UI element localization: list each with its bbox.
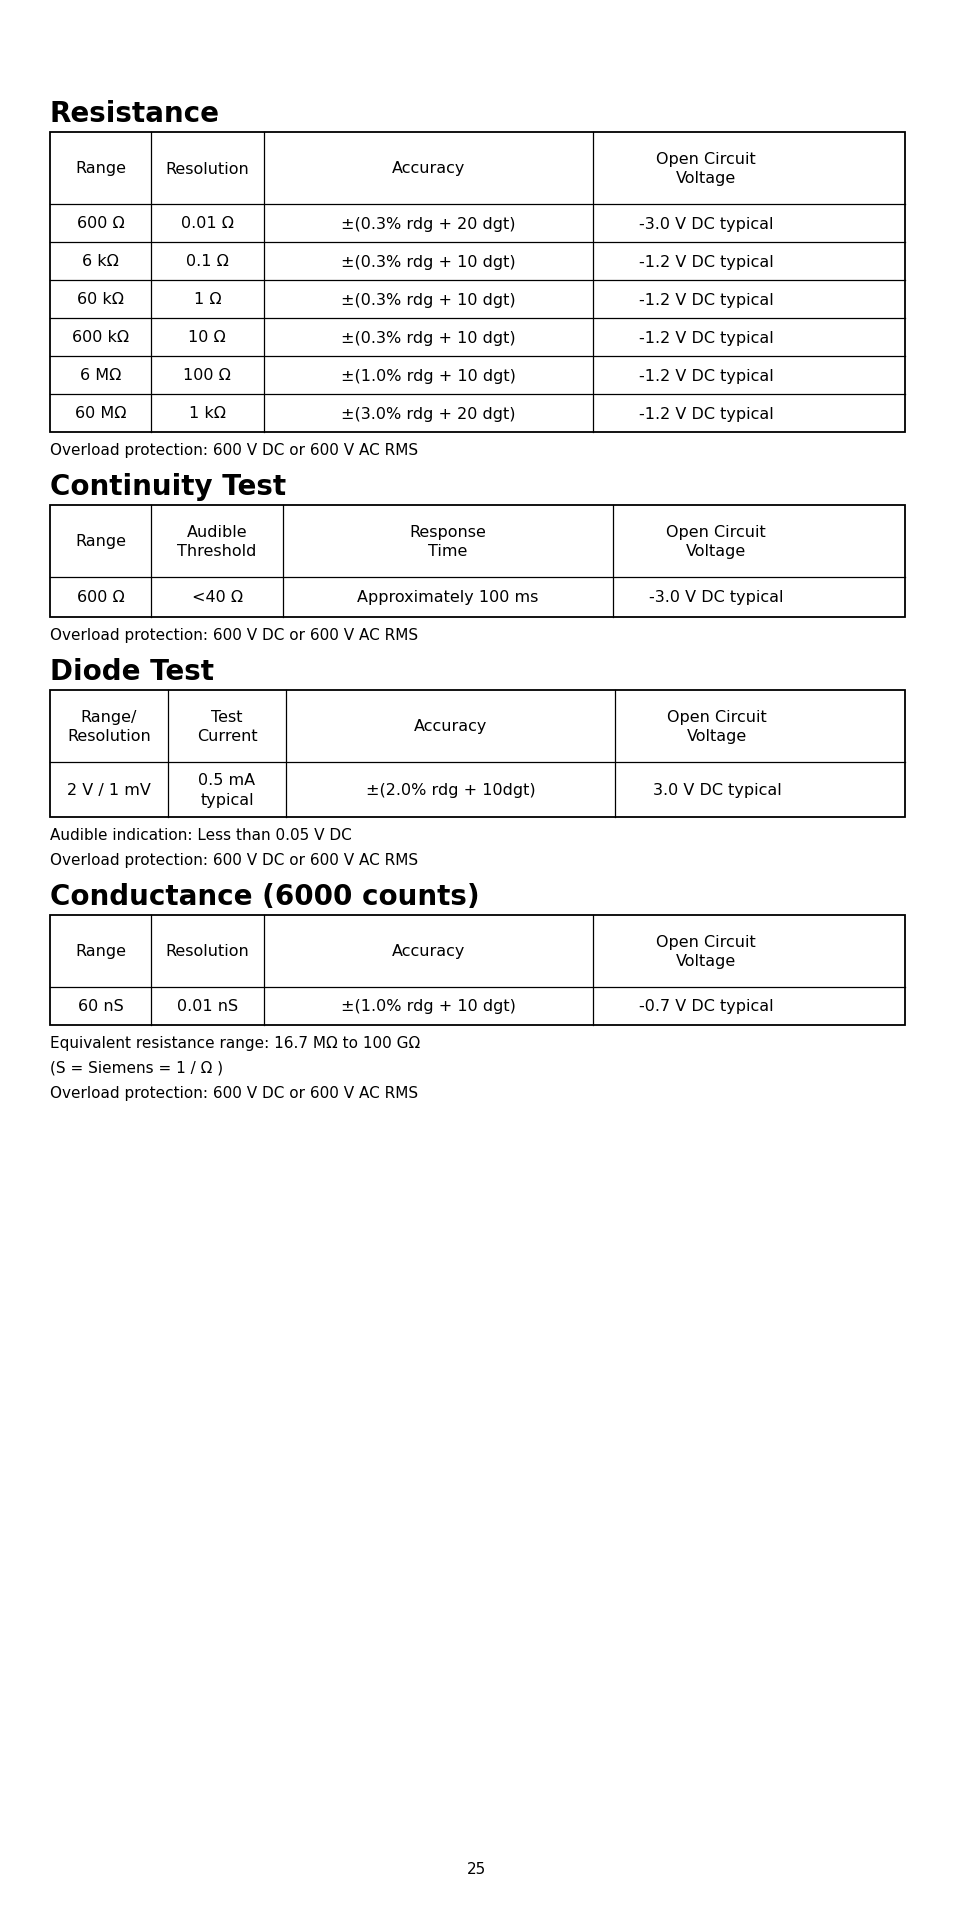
Text: (S = Siemens = 1 / Ω ): (S = Siemens = 1 / Ω ) [50, 1060, 223, 1076]
Text: 100 Ω: 100 Ω [183, 368, 231, 383]
Text: 60 MΩ: 60 MΩ [74, 406, 126, 421]
Text: 600 Ω: 600 Ω [76, 589, 124, 605]
Bar [50, 690, 904, 818]
Text: Range: Range [75, 944, 126, 959]
Text: 25: 25 [467, 1861, 486, 1876]
Text: Open Circuit
Voltage: Open Circuit Voltage [665, 524, 765, 559]
Text: -1.2 V DC typical: -1.2 V DC typical [639, 406, 773, 421]
Text: ±(0.3% rdg + 10 dgt): ±(0.3% rdg + 10 dgt) [340, 292, 516, 307]
Text: ±(1.0% rdg + 10 dgt): ±(1.0% rdg + 10 dgt) [340, 368, 516, 383]
Bar [50, 133, 904, 433]
Text: 0.01 nS: 0.01 nS [176, 999, 237, 1015]
Text: -1.2 V DC typical: -1.2 V DC typical [639, 368, 773, 383]
Text: Equivalent resistance range: 16.7 MΩ to 100 GΩ: Equivalent resistance range: 16.7 MΩ to … [50, 1036, 420, 1051]
Text: 0.1 Ω: 0.1 Ω [186, 254, 229, 269]
Text: Resolution: Resolution [165, 162, 249, 177]
Text: Audible
Threshold: Audible Threshold [177, 524, 256, 559]
Bar [50, 915, 904, 1026]
Text: Open Circuit
Voltage: Open Circuit Voltage [656, 934, 756, 969]
Text: 3.0 V DC typical: 3.0 V DC typical [652, 782, 781, 797]
Text: -3.0 V DC typical: -3.0 V DC typical [639, 215, 773, 231]
Text: 60 nS: 60 nS [77, 999, 123, 1015]
Text: ±(1.0% rdg + 10 dgt): ±(1.0% rdg + 10 dgt) [340, 999, 516, 1015]
Text: Range/
Resolution: Range/ Resolution [67, 709, 151, 744]
Text: 6 kΩ: 6 kΩ [82, 254, 119, 269]
Text: Continuity Test: Continuity Test [50, 473, 286, 502]
Text: 600 kΩ: 600 kΩ [71, 330, 129, 345]
Text: ±(0.3% rdg + 10 dgt): ±(0.3% rdg + 10 dgt) [340, 330, 516, 345]
Text: <40 Ω: <40 Ω [192, 589, 242, 605]
Text: Audible indication: Less than 0.05 V DC: Audible indication: Less than 0.05 V DC [50, 828, 352, 843]
Text: Range: Range [75, 534, 126, 549]
Text: 10 Ω: 10 Ω [189, 330, 226, 345]
Text: Open Circuit
Voltage: Open Circuit Voltage [667, 709, 766, 744]
Text: ±(0.3% rdg + 20 dgt): ±(0.3% rdg + 20 dgt) [341, 215, 515, 231]
Text: Range: Range [75, 162, 126, 177]
Text: 2 V / 1 mV: 2 V / 1 mV [67, 782, 151, 797]
Text: Accuracy: Accuracy [392, 162, 464, 177]
Text: Overload protection: 600 V DC or 600 V AC RMS: Overload protection: 600 V DC or 600 V A… [50, 852, 417, 868]
Text: -1.2 V DC typical: -1.2 V DC typical [639, 292, 773, 307]
Text: Resistance: Resistance [50, 99, 220, 128]
Text: 0.01 Ω: 0.01 Ω [181, 215, 233, 231]
Text: -3.0 V DC typical: -3.0 V DC typical [648, 589, 782, 605]
Text: Test
Current: Test Current [196, 709, 257, 744]
Text: Accuracy: Accuracy [414, 719, 487, 734]
Bar [50, 505, 904, 618]
Text: Approximately 100 ms: Approximately 100 ms [357, 589, 538, 605]
Text: 600 Ω: 600 Ω [76, 215, 124, 231]
Text: 0.5 mA
typical: 0.5 mA typical [198, 772, 255, 807]
Text: -1.2 V DC typical: -1.2 V DC typical [639, 254, 773, 269]
Text: Overload protection: 600 V DC or 600 V AC RMS: Overload protection: 600 V DC or 600 V A… [50, 442, 417, 458]
Text: 6 MΩ: 6 MΩ [80, 368, 121, 383]
Text: 60 kΩ: 60 kΩ [77, 292, 124, 307]
Text: Accuracy: Accuracy [392, 944, 464, 959]
Text: Open Circuit
Voltage: Open Circuit Voltage [656, 151, 756, 187]
Text: -1.2 V DC typical: -1.2 V DC typical [639, 330, 773, 345]
Text: ±(3.0% rdg + 20 dgt): ±(3.0% rdg + 20 dgt) [341, 406, 515, 421]
Text: Response
Time: Response Time [409, 524, 486, 559]
Text: Resolution: Resolution [165, 944, 249, 959]
Text: Conductance (6000 counts): Conductance (6000 counts) [50, 883, 479, 910]
Text: 1 kΩ: 1 kΩ [189, 406, 226, 421]
Text: -0.7 V DC typical: -0.7 V DC typical [639, 999, 773, 1015]
Text: Overload protection: 600 V DC or 600 V AC RMS: Overload protection: 600 V DC or 600 V A… [50, 627, 417, 643]
Text: 1 Ω: 1 Ω [193, 292, 221, 307]
Text: ±(2.0% rdg + 10dgt): ±(2.0% rdg + 10dgt) [365, 782, 535, 797]
Text: ±(0.3% rdg + 10 dgt): ±(0.3% rdg + 10 dgt) [340, 254, 516, 269]
Text: Diode Test: Diode Test [50, 658, 213, 687]
Text: Overload protection: 600 V DC or 600 V AC RMS: Overload protection: 600 V DC or 600 V A… [50, 1085, 417, 1100]
